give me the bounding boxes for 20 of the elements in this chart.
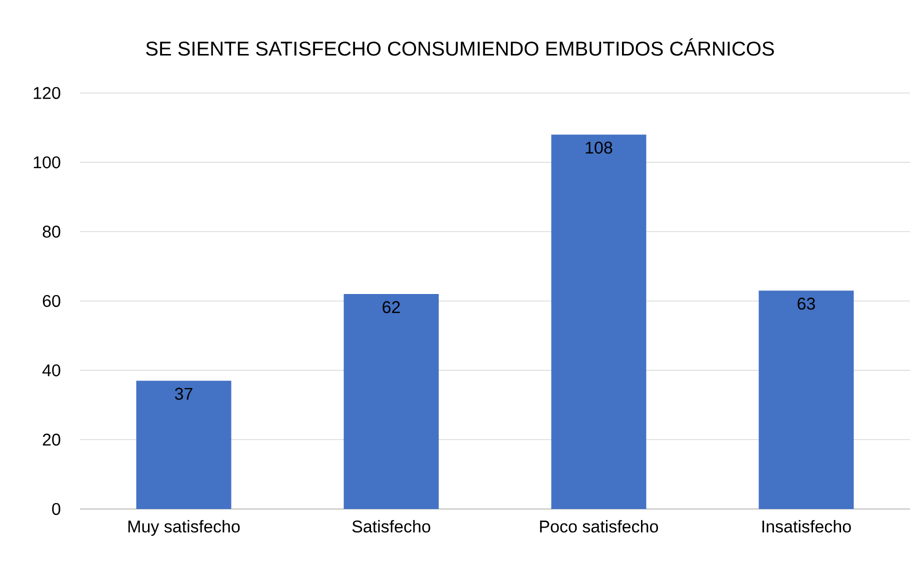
y-tick-label: 100: [34, 156, 60, 168]
chart-title: SE SIENTE SATISFECHO CONSUMIENDO EMBUTIDOS CÁRNICOS: [146, 38, 774, 56]
bar: [551, 134, 646, 509]
data-label: 62: [382, 301, 400, 314]
x-tick-label: Poco satisfecho: [540, 520, 658, 533]
y-tick-label: 0: [52, 502, 60, 515]
y-tick-label: 120: [34, 86, 60, 99]
y-tick-label: 60: [42, 294, 60, 307]
bar: [136, 380, 232, 509]
y-tick-label: 20: [42, 434, 60, 446]
data-label: 63: [798, 298, 815, 310]
x-tick-label: Muy satisfecho: [128, 520, 240, 536]
bar: [758, 290, 854, 509]
data-label: 37: [174, 388, 192, 400]
bar: [344, 294, 439, 509]
x-tick-label: Insatisfecho: [762, 520, 851, 533]
data-label: 108: [586, 142, 612, 154]
y-tick-label: 40: [42, 364, 60, 376]
y-tick-label: 80: [42, 226, 60, 238]
x-tick-label: Satisfecho: [352, 520, 430, 533]
